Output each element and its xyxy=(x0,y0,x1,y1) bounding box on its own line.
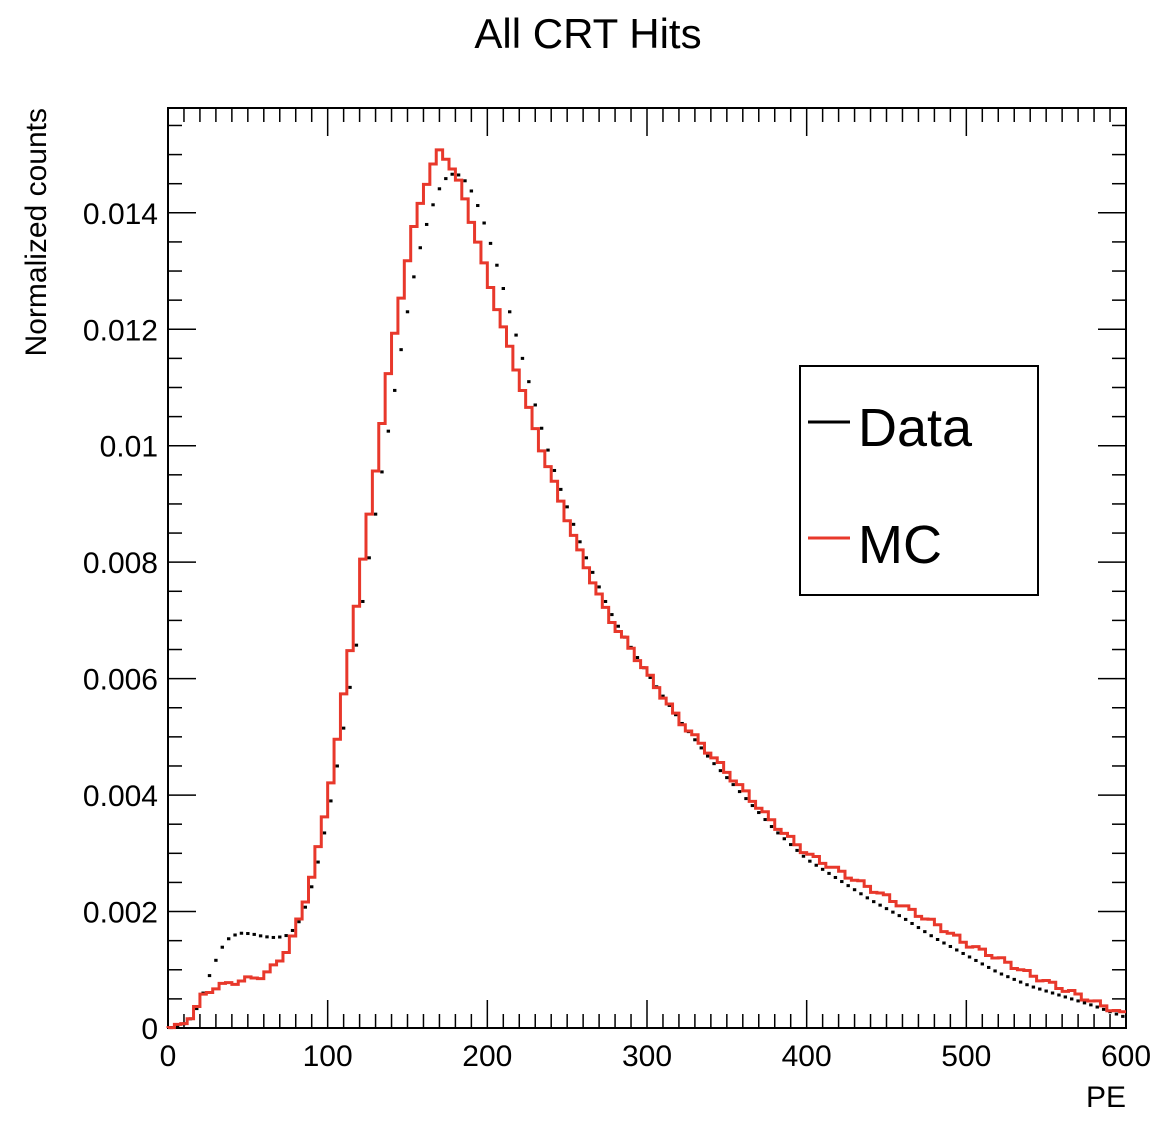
x-tick-label: 100 xyxy=(303,1040,353,1073)
x-tick-label: 600 xyxy=(1101,1040,1151,1073)
x-tick-label: 0 xyxy=(160,1040,177,1073)
y-tick-label: 0 xyxy=(141,1013,158,1046)
x-tick-label: 400 xyxy=(782,1040,832,1073)
y-tick-label: 0.008 xyxy=(83,547,158,580)
legend-label-mc: MC xyxy=(858,515,942,575)
y-tick-label: 0.002 xyxy=(83,897,158,930)
y-axis-label: Normalized counts xyxy=(20,108,53,356)
legend: Data MC xyxy=(799,365,1039,596)
y-tick-label: 0.012 xyxy=(83,314,158,347)
legend-label-data: Data xyxy=(858,398,973,458)
chart-title: All CRT Hits xyxy=(474,10,701,57)
mc-series xyxy=(166,148,1126,1030)
y-tick-label: 0.006 xyxy=(83,664,158,697)
tick-labels: 0 100 200 300 400 500 600 0 0.002 0.004 0.006 0.008… xyxy=(83,198,1151,1073)
axis-ticks xyxy=(167,108,1127,1029)
x-tick-label: 200 xyxy=(462,1040,512,1073)
x-tick-label: 500 xyxy=(941,1040,991,1073)
mc-step-line xyxy=(166,148,1126,1030)
data-series xyxy=(169,172,1125,1030)
x-axis-label: PE xyxy=(1086,1081,1126,1114)
y-tick-label: 0.004 xyxy=(83,780,158,813)
y-tick-label: 0.014 xyxy=(83,198,158,231)
y-tick-label: 0.01 xyxy=(100,431,158,464)
x-tick-label: 300 xyxy=(622,1040,672,1073)
legend-box xyxy=(799,365,1039,596)
